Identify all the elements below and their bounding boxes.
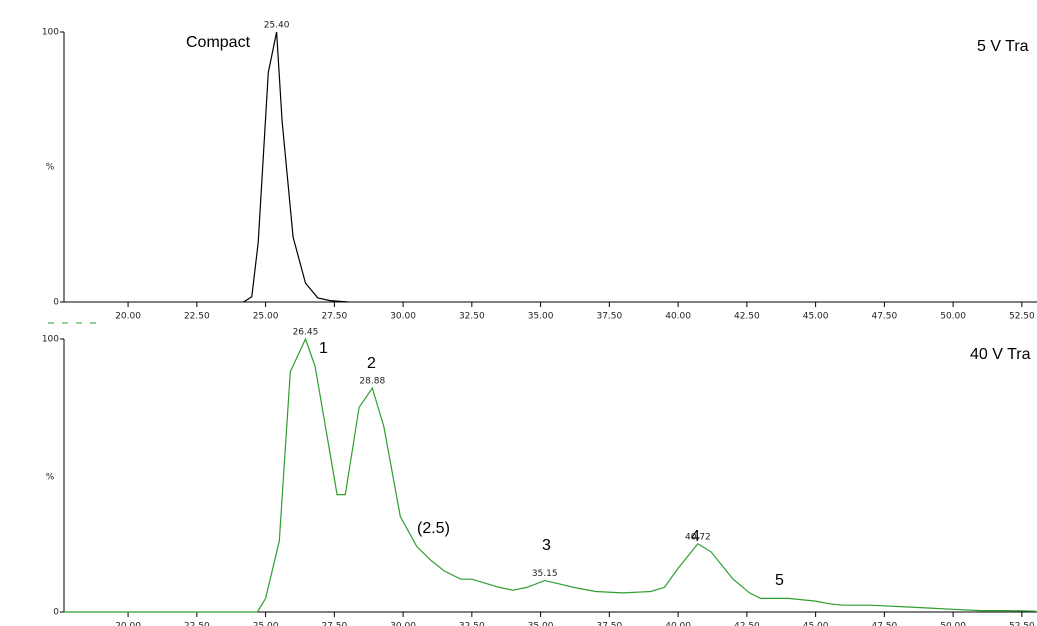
- x-tick-label: 52.50: [1009, 312, 1035, 322]
- x-tick-label: 27.50: [321, 312, 347, 322]
- x-tick-label: 32.50: [459, 312, 485, 322]
- annotation: 1: [319, 340, 328, 357]
- peak-label: 28.88: [359, 377, 385, 387]
- x-tick-label: 25.00: [253, 312, 279, 322]
- x-tick-label: 32.50: [459, 622, 485, 626]
- x-tick-label: 45.00: [803, 312, 829, 322]
- y-tick-label: 0: [53, 608, 59, 618]
- x-tick-label: 42.50: [734, 312, 760, 322]
- x-tick-label: 22.50: [184, 312, 210, 322]
- annotation: 2: [367, 355, 376, 372]
- annotation: Compact: [186, 34, 251, 51]
- x-tick-label: 30.00: [390, 312, 416, 322]
- annotation: 3: [542, 537, 551, 554]
- x-tick-label: 40.00: [665, 312, 691, 322]
- x-tick-label: 25.00: [253, 622, 279, 626]
- x-tick-label: 27.50: [321, 622, 347, 626]
- y-axis-label: %: [46, 473, 55, 483]
- y-tick-label: 0: [53, 298, 59, 308]
- x-tick-label: 20.00: [115, 312, 141, 322]
- annotation: 4: [691, 528, 700, 545]
- peak-label: 25.40: [264, 21, 290, 31]
- x-tick-label: 47.50: [871, 312, 897, 322]
- x-tick-label: 45.00: [803, 622, 829, 626]
- peak-label: 35.15: [532, 569, 558, 579]
- x-tick-label: 40.00: [665, 622, 691, 626]
- y-axis-label: %: [46, 163, 55, 173]
- x-tick-label: 42.50: [734, 622, 760, 626]
- peak-label: 40.72: [685, 532, 711, 542]
- x-tick-label: 35.00: [528, 622, 554, 626]
- x-tick-label: 50.00: [940, 622, 966, 626]
- annotation: (2.5): [417, 520, 450, 537]
- panel-title: 40 V Tra: [970, 346, 1031, 363]
- panel-title: 5 V Tra: [977, 38, 1029, 55]
- x-tick-label: 20.00: [115, 622, 141, 626]
- trace: [64, 337, 1036, 613]
- trace: [243, 31, 349, 303]
- x-tick-label: 52.50: [1009, 622, 1035, 626]
- x-tick-label: 50.00: [940, 312, 966, 322]
- x-tick-label: 37.50: [596, 622, 622, 626]
- annotation: 5: [775, 572, 784, 589]
- y-tick-label: 100: [42, 28, 59, 38]
- x-tick-label: 37.50: [596, 312, 622, 322]
- y-tick-label: 100: [42, 335, 59, 345]
- x-tick-label: 22.50: [184, 622, 210, 626]
- x-tick-label: 30.00: [390, 622, 416, 626]
- peak-label: 26.45: [293, 328, 319, 338]
- x-tick-label: 47.50: [871, 622, 897, 626]
- x-tick-label: 35.00: [528, 312, 554, 322]
